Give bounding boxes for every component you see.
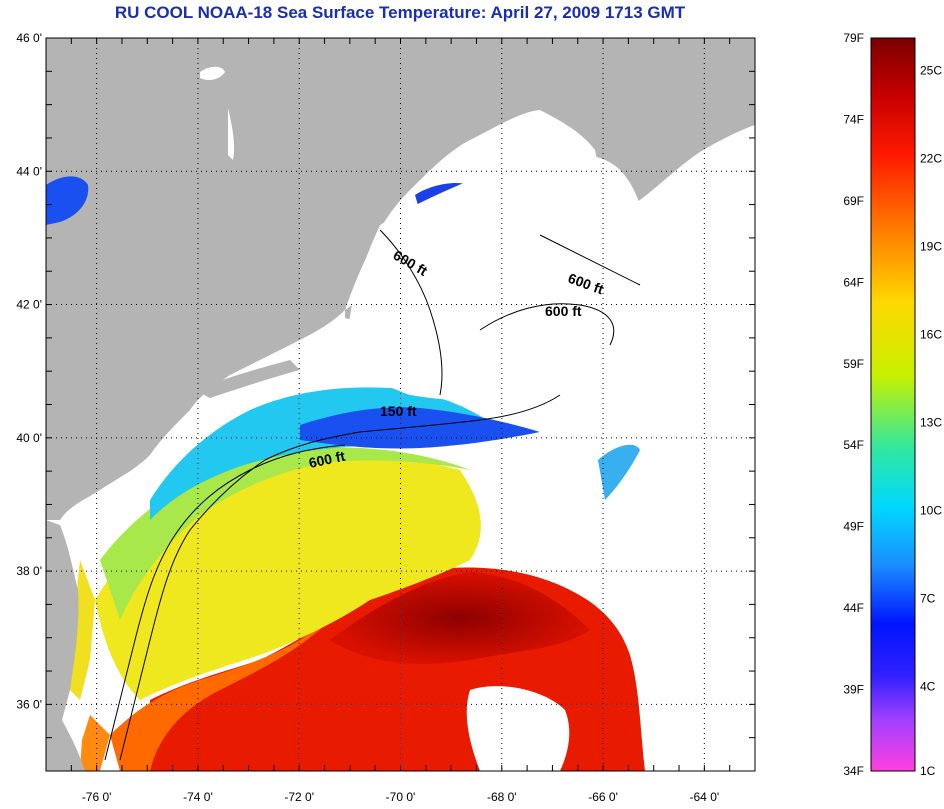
isobath-150ft — [104, 444, 346, 761]
lat-tick-label: 46 0' — [16, 31, 42, 45]
colorbar-fahrenheit-label: 54F — [843, 438, 864, 452]
colorbar-celsius-label: 13C — [920, 415, 942, 429]
lon-tick-label: -66 0' — [588, 790, 618, 804]
colorbar-celsius-label: 16C — [920, 327, 942, 341]
sst-orange-band — [110, 620, 330, 771]
sst-warm-core — [330, 572, 590, 664]
colorbar-fahrenheit-label: 79F — [843, 31, 864, 45]
isobath-600ft-gulf-maine — [379, 229, 443, 396]
contour-label-600ft-shelf: 600 ft — [307, 448, 346, 471]
colorbar-fahrenheit-label: 49F — [843, 520, 864, 534]
colorbar-celsius-labels: 25C 22C 19C 16C 13C 10C 7C 4C 1C — [920, 64, 942, 778]
map-area — [46, 38, 755, 771]
latitude-axis: 46 0' 44 0' 42 0' 40 0' 38 0' 36 0' — [16, 31, 755, 772]
lon-tick-label: -72 0' — [284, 790, 314, 804]
lat-tick-label: 40 0' — [16, 431, 42, 445]
cloud-gulf-of-maine — [348, 153, 650, 401]
contour-label-150ft: 150 ft — [380, 403, 417, 419]
lat-tick-label: 38 0' — [16, 564, 42, 578]
sst-coastal-yellow — [70, 560, 95, 700]
lake-ontario — [46, 176, 89, 225]
colorbar-fahrenheit-label: 39F — [843, 683, 864, 697]
lon-tick-label: -74 0' — [183, 790, 213, 804]
colorbar-celsius-label: 22C — [920, 152, 942, 166]
lat-tick-label: 44 0' — [16, 164, 42, 178]
isobath-contours — [104, 229, 641, 761]
colorbar: 79F 74F 69F 64F 59F 54F 49F 44F 39F 34F 25C 22C 19C… — [843, 31, 942, 778]
colorbar-celsius-label: 7C — [920, 591, 936, 605]
lat-tick-label: 36 0' — [16, 697, 42, 711]
colorbar-fahrenheit-label: 74F — [843, 112, 864, 126]
lon-tick-label: -64 0' — [690, 790, 720, 804]
land-north-america — [46, 38, 755, 520]
colorbar-fahrenheit-label: 44F — [843, 601, 864, 615]
colorbar-fahrenheit-label: 34F — [843, 764, 864, 778]
land-delmarva — [46, 520, 79, 720]
sst-green-zone — [100, 447, 470, 620]
colorbar-celsius-label: 10C — [920, 503, 942, 517]
sst-blue-shelf-edge — [300, 407, 540, 449]
cloud-patch-land — [200, 66, 225, 80]
lon-tick-label: -76 0' — [82, 790, 112, 804]
longitude-axis: -76 0' -74 0' -72 0' -70 0' -68 0' -66 0' -64 … — [45, 38, 756, 804]
map-title: RU COOL NOAA-18 Sea Surface Temperature:… — [114, 3, 686, 22]
colorbar-fahrenheit-label: 69F — [843, 194, 864, 208]
isobath-600ft-northeast-channel — [539, 234, 641, 286]
land-nova-scotia — [590, 102, 755, 212]
lake-champlain — [228, 108, 235, 160]
colorbar-celsius-label: 1C — [920, 764, 936, 778]
isobath-600ft-georges — [479, 303, 615, 346]
colorbar-fahrenheit-label: 59F — [843, 357, 864, 371]
cloud-patch-offshore — [466, 686, 570, 771]
colorbar-fahrenheit-label: 64F — [843, 275, 864, 289]
graticule — [46, 38, 755, 771]
colorbar-fahrenheit-labels: 79F 74F 69F 64F 59F 54F 49F 44F 39F 34F — [843, 31, 864, 778]
colorbar-celsius-label: 19C — [920, 239, 942, 253]
contour-label-600ft-georges: 600 ft — [545, 303, 582, 319]
sst-offshore-cyan-patch — [598, 444, 640, 500]
colorbar-celsius-label: 4C — [920, 679, 936, 693]
colorbar-celsius-label: 25C — [920, 64, 942, 78]
land-carolinas — [46, 720, 85, 771]
sst-field — [70, 183, 645, 771]
colorbar-gradient — [870, 37, 916, 772]
isobath-600ft-shelf-break — [119, 394, 561, 761]
lat-tick-label: 42 0' — [16, 298, 42, 312]
lon-tick-label: -70 0' — [386, 790, 416, 804]
sst-coastal-orange — [80, 715, 110, 771]
land-long-island — [195, 360, 300, 398]
lon-tick-label: -68 0' — [487, 790, 517, 804]
